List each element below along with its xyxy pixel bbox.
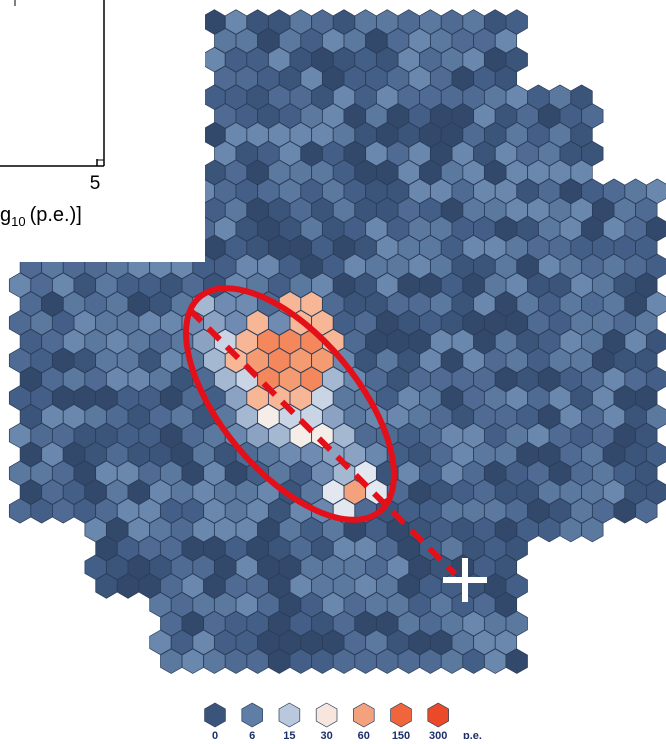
label-part: (p.e.)] [30,204,82,226]
event-display: 5 g10 (p.e.)] 0 6 15 30 60 150 300 p.e. [0,0,666,739]
legend-swatch [391,703,412,727]
legend-swatch [428,703,449,727]
label-part: g [0,204,11,226]
legend-swatch [242,703,263,727]
legend-swatch [316,703,337,727]
inset: 5 g10 (p.e.)] [0,0,205,262]
legend-label: 0 [212,730,218,739]
legend-label: 30 [320,730,332,739]
legend: 0 6 15 30 60 150 300 p.e. [205,703,482,739]
inset-tick-label: 5 [90,173,101,194]
legend-swatch [353,703,374,727]
legend-unit: p.e. [463,730,482,739]
legend-swatch [279,703,300,727]
label-part: 10 [11,214,25,229]
legend-swatch [205,703,226,727]
legend-label: 6 [249,730,255,739]
legend-label: 15 [283,730,295,739]
legend-label: 300 [429,730,447,739]
legend-label: 60 [358,730,370,739]
legend-label: 150 [392,730,410,739]
